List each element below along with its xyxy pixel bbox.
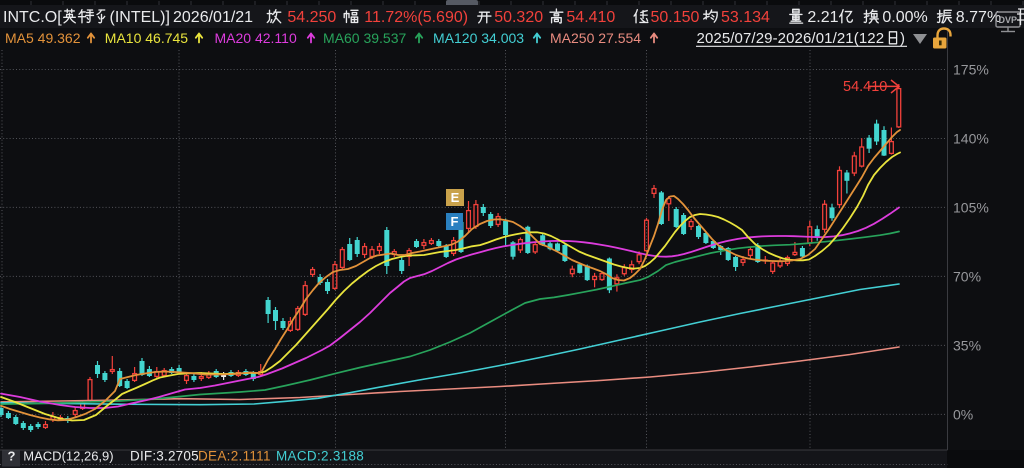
svg-text:2.21: 2.21 bbox=[807, 9, 838, 26]
svg-text:INTC.O[: INTC.O[ bbox=[3, 9, 62, 26]
svg-text:8.77%: 8.77% bbox=[956, 9, 1001, 26]
svg-text:MA5 49.362: MA5 49.362 bbox=[5, 30, 81, 46]
svg-text:?: ? bbox=[8, 448, 16, 463]
svg-text:MA250 27.554: MA250 27.554 bbox=[550, 30, 641, 46]
svg-text:MA120 34.003: MA120 34.003 bbox=[433, 30, 524, 46]
svg-text:MA10 46.745: MA10 46.745 bbox=[105, 30, 188, 46]
svg-text:105%: 105% bbox=[953, 200, 989, 216]
svg-text:0.00%: 0.00% bbox=[882, 9, 927, 26]
svg-text:2026/01/21: 2026/01/21 bbox=[173, 9, 253, 26]
svg-text:54.410: 54.410 bbox=[843, 79, 887, 95]
svg-text:50.150: 50.150 bbox=[651, 9, 700, 26]
svg-text:F: F bbox=[451, 214, 459, 229]
svg-text:MA60 39.537: MA60 39.537 bbox=[323, 30, 406, 46]
svg-text:53.134: 53.134 bbox=[721, 9, 770, 26]
svg-text:35%: 35% bbox=[953, 338, 981, 354]
svg-text:140%: 140% bbox=[953, 131, 989, 147]
svg-text:0%: 0% bbox=[953, 407, 973, 423]
svg-text:(INTEL)]: (INTEL)] bbox=[110, 9, 170, 26]
svg-text:DIF:3.2705: DIF:3.2705 bbox=[130, 448, 199, 463]
svg-text:MACD(12,26,9): MACD(12,26,9) bbox=[23, 448, 113, 463]
svg-text:11.72%(5.690): 11.72%(5.690) bbox=[364, 9, 468, 26]
svg-text:54.410: 54.410 bbox=[566, 9, 615, 26]
svg-text:175%: 175% bbox=[953, 62, 989, 78]
svg-text:2025/07/29-2026/01/21(122: 2025/07/29-2026/01/21(122 bbox=[697, 30, 885, 47]
svg-text:50.320: 50.320 bbox=[494, 9, 543, 26]
svg-text:54.250: 54.250 bbox=[287, 9, 336, 26]
svg-text:MACD:2.3188: MACD:2.3188 bbox=[276, 448, 364, 463]
svg-text:): ) bbox=[900, 30, 905, 47]
svg-text:70%: 70% bbox=[953, 269, 981, 285]
svg-text:DVP: DVP bbox=[999, 15, 1018, 25]
svg-text:MA20 42.110: MA20 42.110 bbox=[215, 30, 297, 46]
svg-text:DEA:2.1111: DEA:2.1111 bbox=[198, 448, 271, 463]
svg-text:E: E bbox=[451, 190, 460, 205]
